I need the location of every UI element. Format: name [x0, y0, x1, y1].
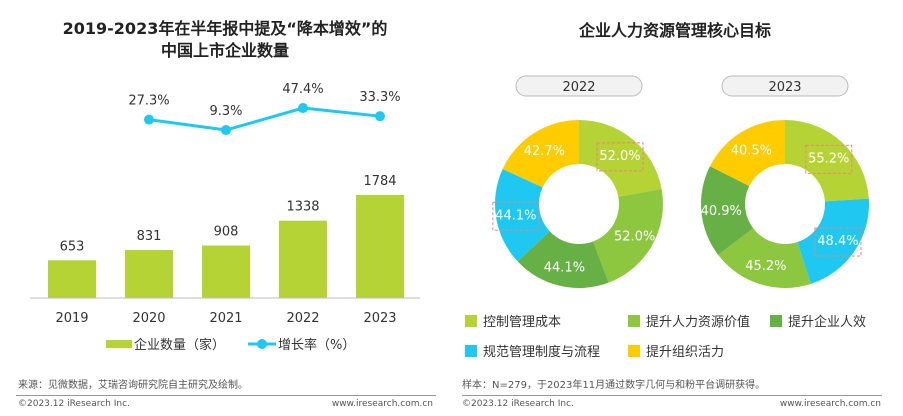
bar [125, 249, 173, 298]
right-divider [462, 395, 882, 396]
x-tick-label: 2019 [55, 311, 88, 326]
growth-value-label: 9.3% [209, 104, 242, 119]
bar-value-label: 1784 [363, 174, 396, 189]
bar-value-label: 908 [214, 225, 239, 240]
legend-bar-swatch [106, 340, 132, 348]
donut-slice [593, 188, 663, 283]
growth-point [144, 114, 154, 125]
bar [279, 220, 327, 298]
growth-value-label: 47.4% [282, 82, 323, 97]
slice-value-label: 52.0% [614, 230, 655, 245]
highlight-box [814, 227, 862, 257]
donut-slice [797, 198, 869, 284]
slice-value-label: 55.2% [808, 151, 849, 166]
right-source-note: 样本：N=279，于2023年11月通过数字几何与和粉平台调研获得。 [462, 380, 766, 391]
legend-swatch [770, 315, 782, 327]
slice-value-label: 45.2% [745, 259, 786, 274]
growth-point [221, 125, 231, 136]
legend-label: 控制管理成本 [483, 315, 561, 330]
growth-line [148, 106, 381, 132]
legend-swatch [628, 315, 640, 327]
legend-line-marker [257, 339, 267, 349]
bar-value-label: 1338 [286, 200, 319, 215]
chart-title: 企业人力资源管理核心目标 [578, 21, 771, 40]
chart-title: 中国上市企业数量 [161, 41, 289, 60]
bar-value-label: 653 [60, 239, 85, 254]
donut-slice [579, 120, 662, 197]
highlight-box [492, 201, 540, 231]
x-tick-label: 2023 [363, 311, 396, 326]
growth-point [375, 111, 385, 122]
slice-value-label: 52.0% [599, 149, 640, 164]
legend-swatch [465, 315, 477, 327]
slice-value-label: 44.1% [544, 260, 585, 275]
left-source-note: 来源：见微数据，艾瑞咨询研究院自主研究及绘制。 [18, 380, 248, 391]
chart-title: 2019-2023年在半年报中提及“降本增效”的 [63, 19, 388, 38]
slice-value-label: 40.5% [731, 144, 772, 159]
left-divider [16, 395, 436, 396]
donut-slice [709, 120, 785, 187]
legend-label: 提升企业人效 [788, 314, 866, 330]
legend-bar-label: 企业数量（家） [134, 337, 225, 353]
left-copyright: ©2023.12 iResearch Inc. [18, 399, 130, 409]
right-url[interactable]: www.iresearch.com.cn [779, 399, 881, 409]
highlight-box [596, 142, 644, 172]
growth-value-label: 33.3% [359, 90, 400, 105]
year-pill [515, 75, 643, 97]
donut-slice [495, 169, 550, 262]
bar [356, 194, 404, 298]
donut-slice [502, 120, 579, 188]
legend-swatch [628, 345, 640, 357]
donut-slice [718, 228, 811, 288]
donut-slice [785, 120, 869, 202]
year-pill [721, 75, 849, 97]
legend-label: 规范管理制度与流程 [483, 344, 600, 360]
legend-label: 提升组织活力 [646, 344, 724, 360]
legend-line-label: 增长率（%） [278, 337, 355, 353]
slice-value-label: 44.1% [495, 208, 536, 223]
legend-swatch [465, 345, 477, 357]
donut-slice [517, 231, 609, 288]
legend-label: 提升人力资源价值 [646, 314, 750, 330]
bar [48, 260, 96, 298]
year-pill-label: 2023 [768, 80, 801, 95]
bar-value-label: 831 [137, 229, 162, 244]
year-pill-label: 2022 [562, 80, 595, 95]
left-url[interactable]: www.iresearch.com.cn [331, 399, 433, 409]
x-tick-label: 2022 [286, 311, 319, 326]
growth-point [298, 103, 308, 114]
x-tick-label: 2020 [132, 311, 165, 326]
slice-value-label: 42.7% [524, 144, 565, 159]
highlight-box [805, 144, 853, 174]
x-tick-label: 2021 [209, 311, 242, 326]
right-copyright: ©2023.12 iResearch Inc. [462, 399, 574, 409]
growth-value-label: 27.3% [128, 94, 169, 109]
donut-slice [701, 166, 754, 255]
slice-value-label: 48.4% [817, 234, 858, 249]
slice-value-label: 40.9% [701, 204, 742, 219]
bar [202, 245, 250, 298]
